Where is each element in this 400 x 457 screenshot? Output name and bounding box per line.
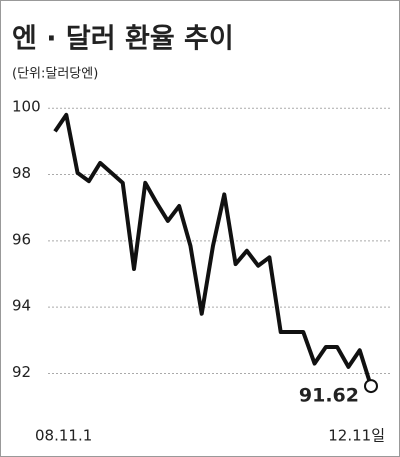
chart-subtitle: (단위:달러당엔) (12, 67, 98, 82)
x-tick-label: 12.11일 (328, 427, 385, 445)
y-tick-label: 98 (12, 164, 31, 182)
line (53, 112, 373, 387)
x-tick-label: 08.11.1 (35, 427, 92, 445)
y-tick-label: 96 (12, 230, 31, 248)
y-tick-label: 100 (12, 98, 41, 116)
y-tick-label: 92 (12, 363, 31, 381)
y-tick-label: 94 (12, 297, 31, 315)
annotation: 91.62 (299, 385, 359, 407)
last-point (364, 379, 378, 394)
chart-title: 엔 · 달러 환율 추이 (12, 24, 234, 55)
